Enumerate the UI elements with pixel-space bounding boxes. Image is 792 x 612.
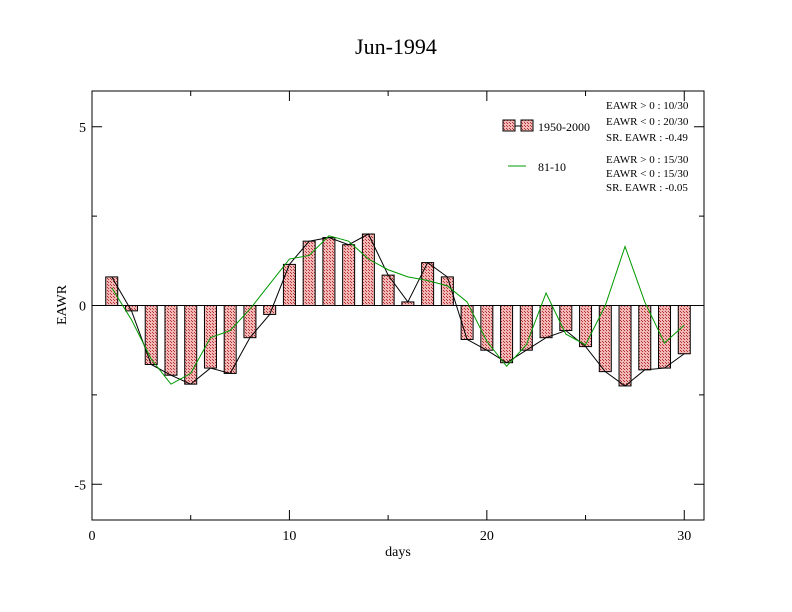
- bar: [618, 305, 632, 387]
- legend-entry-bars: 1950-2000: [502, 119, 590, 134]
- bar: [322, 237, 336, 306]
- bar: [203, 305, 217, 369]
- bar-connector-line: [111, 233, 685, 387]
- legend-label-line: 81-10: [538, 160, 566, 174]
- x-tick-label: 0: [89, 529, 96, 544]
- bar: [421, 262, 435, 307]
- y-tick-label: -5: [74, 478, 86, 493]
- x-tick-label: 20: [480, 529, 494, 544]
- legend-swatch-bar-left: [502, 119, 516, 132]
- line-series: [111, 233, 685, 387]
- chart-title: Jun-1994: [355, 34, 437, 59]
- bar: [184, 305, 198, 385]
- bar: [559, 305, 573, 332]
- stats-1950-positive: EAWR > 0 : 10/30: [606, 100, 689, 112]
- stats-8110-negative: EAWR < 0 : 15/30: [606, 168, 689, 180]
- bar: [342, 244, 356, 307]
- x-tick-label: 30: [677, 529, 691, 544]
- stats-1950-negative: EAWR < 0 : 20/30: [606, 116, 689, 128]
- bar: [144, 305, 158, 365]
- bar: [579, 305, 593, 348]
- bar: [658, 305, 672, 369]
- y-axis-label: EAWR: [55, 284, 70, 325]
- bar: [638, 305, 652, 371]
- x-axis-label: days: [385, 545, 411, 560]
- bar: [164, 305, 178, 376]
- x-tick-label: 10: [282, 529, 296, 544]
- bar: [381, 274, 395, 306]
- bar: [539, 305, 553, 339]
- bar: [282, 263, 296, 307]
- legend-stats: EAWR > 0 : 10/30 EAWR < 0 : 20/30 SR. EA…: [606, 100, 689, 194]
- y-tick-label: 5: [79, 121, 86, 136]
- legend-swatch-bar-right: [520, 119, 534, 132]
- series-line-81-10: [111, 235, 685, 385]
- y-tick-label: 0: [79, 300, 86, 315]
- bar: [105, 276, 119, 306]
- bar-series: [105, 233, 691, 387]
- legend-label-bars: 1950-2000: [538, 120, 590, 134]
- bar: [480, 305, 494, 351]
- bar: [361, 233, 375, 306]
- stats-1950-sr: SR. EAWR : -0.49: [606, 132, 688, 144]
- legend-entry-line: 81-10: [508, 160, 566, 174]
- bar: [598, 305, 612, 373]
- stats-8110-sr: SR. EAWR : -0.05: [606, 182, 688, 194]
- bar: [223, 305, 237, 374]
- stats-8110-positive: EAWR > 0 : 15/30: [606, 154, 689, 166]
- legend: 1950-2000 81-10 EAWR > 0 : 10/30 EAWR < …: [502, 100, 689, 194]
- bar: [500, 305, 514, 364]
